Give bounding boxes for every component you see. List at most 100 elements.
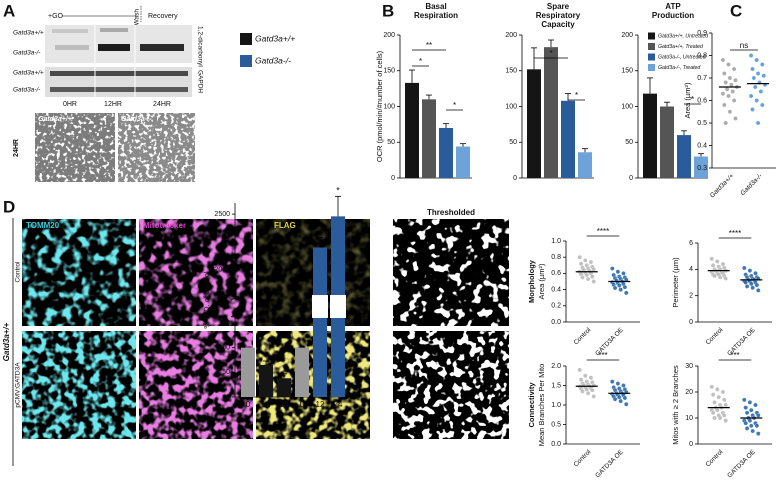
channel-label: FLAG (274, 221, 296, 230)
data-point (749, 407, 754, 413)
data-point (621, 271, 626, 276)
bracket-label: **** (597, 227, 609, 236)
data-point (590, 274, 595, 279)
lane-label: 0HR (63, 101, 77, 108)
data-point (612, 396, 618, 402)
y-tick-label: 0.4 (551, 286, 561, 293)
data-point (720, 91, 726, 97)
y-tick-label: 0 (513, 175, 517, 182)
y-tick-label: 150 (383, 68, 395, 75)
data-point (578, 377, 584, 382)
western-blot: +GO Wash Recovery Gatd3a+/+ Gatd3a-/- Ga… (13, 6, 203, 108)
x-tick-label: Gatd3a-/- (739, 172, 764, 197)
row-label: Gatd3a-/- (13, 50, 41, 57)
data-point (744, 426, 750, 431)
x-tick-label: 0 (246, 400, 251, 409)
data-point (742, 265, 747, 271)
data-point (727, 109, 733, 115)
data-point (748, 93, 754, 99)
blot-band (98, 44, 130, 51)
bar (660, 106, 674, 178)
row-label: Control (15, 261, 22, 283)
y-tick-label: 100 (218, 345, 230, 352)
data-point (617, 283, 622, 288)
y-axis-label: Mitos with ≥ 2 Branches (671, 365, 680, 445)
significance: * (336, 186, 340, 196)
data-point (615, 269, 621, 275)
bar (527, 69, 541, 178)
data-point (743, 420, 748, 426)
data-point (723, 276, 728, 281)
data-point (723, 80, 728, 85)
data-point (577, 254, 582, 260)
bar (544, 47, 558, 178)
data-point (615, 381, 621, 386)
data-point (747, 400, 753, 405)
data-point (754, 423, 760, 429)
y-tick-label: 30 (685, 363, 693, 370)
image-texture (139, 331, 253, 439)
y-axis-label: Area (µm²) (683, 82, 692, 118)
micrograph-texture (118, 113, 195, 182)
data-point (624, 401, 629, 407)
x-tick-label: Control (705, 326, 725, 346)
data-point (750, 107, 755, 112)
data-point (760, 62, 765, 67)
bracket-label: *** (598, 351, 607, 360)
legend-label: Gatd3a-/-, Treated (658, 65, 701, 71)
data-point (753, 84, 758, 90)
data-point (621, 383, 626, 388)
y-tick-label: 150 (621, 68, 633, 75)
bar (259, 364, 273, 397)
panel-label: C (730, 1, 742, 20)
bar (456, 146, 470, 178)
data-point (610, 379, 615, 384)
y-tick-label: 150 (505, 68, 517, 75)
blot-band (50, 87, 188, 92)
x-tick-label: GATD3A OE (726, 448, 757, 479)
legend-label: Gatd3a-/-, Untreated (658, 54, 707, 60)
data-point (724, 87, 730, 92)
data-point (583, 258, 588, 263)
lane-label: 12HR (104, 101, 122, 108)
data-point (747, 418, 753, 423)
significance: * (318, 227, 322, 237)
y-tick-label: 0.8 (551, 254, 561, 261)
data-point (617, 394, 622, 400)
data-point (585, 391, 591, 396)
data-point (584, 387, 589, 392)
chart-title: ATP (665, 2, 681, 11)
time-label: 24HR (13, 139, 20, 157)
data-point (612, 285, 618, 291)
data-point (624, 290, 629, 296)
data-point (723, 402, 728, 408)
data-point (729, 82, 734, 88)
bracket-label: ** (426, 41, 432, 50)
micrograph-label: Gatd3a+/+ (38, 116, 72, 123)
significance: * (282, 363, 286, 373)
y-axis-label: Perimeter (µm) (671, 257, 680, 308)
y-tick-label: 2500 (214, 211, 230, 218)
data-point (710, 410, 716, 416)
bar-break (330, 295, 346, 318)
row-label: Connectivity (527, 382, 536, 428)
data-point (750, 285, 755, 291)
bar (643, 93, 657, 178)
bar (241, 347, 255, 397)
x-tick-label: GATD3A OE (594, 448, 625, 479)
recovery-label: Recovery (148, 13, 178, 20)
y-tick-label: 2.0 (551, 363, 561, 370)
y-tick-label: 200 (505, 32, 517, 39)
channel-label: Thresholded (427, 208, 475, 217)
image-texture (393, 219, 509, 326)
data-point (727, 75, 733, 81)
data-point (622, 284, 628, 290)
data-point (709, 384, 714, 390)
data-point (585, 276, 591, 282)
micrograph-texture (35, 113, 115, 182)
legend-swatch (648, 32, 655, 40)
data-point (588, 259, 594, 265)
bracket-label: *** (730, 351, 739, 360)
bar-break (312, 295, 328, 318)
y-tick-label: 10 (685, 415, 693, 422)
